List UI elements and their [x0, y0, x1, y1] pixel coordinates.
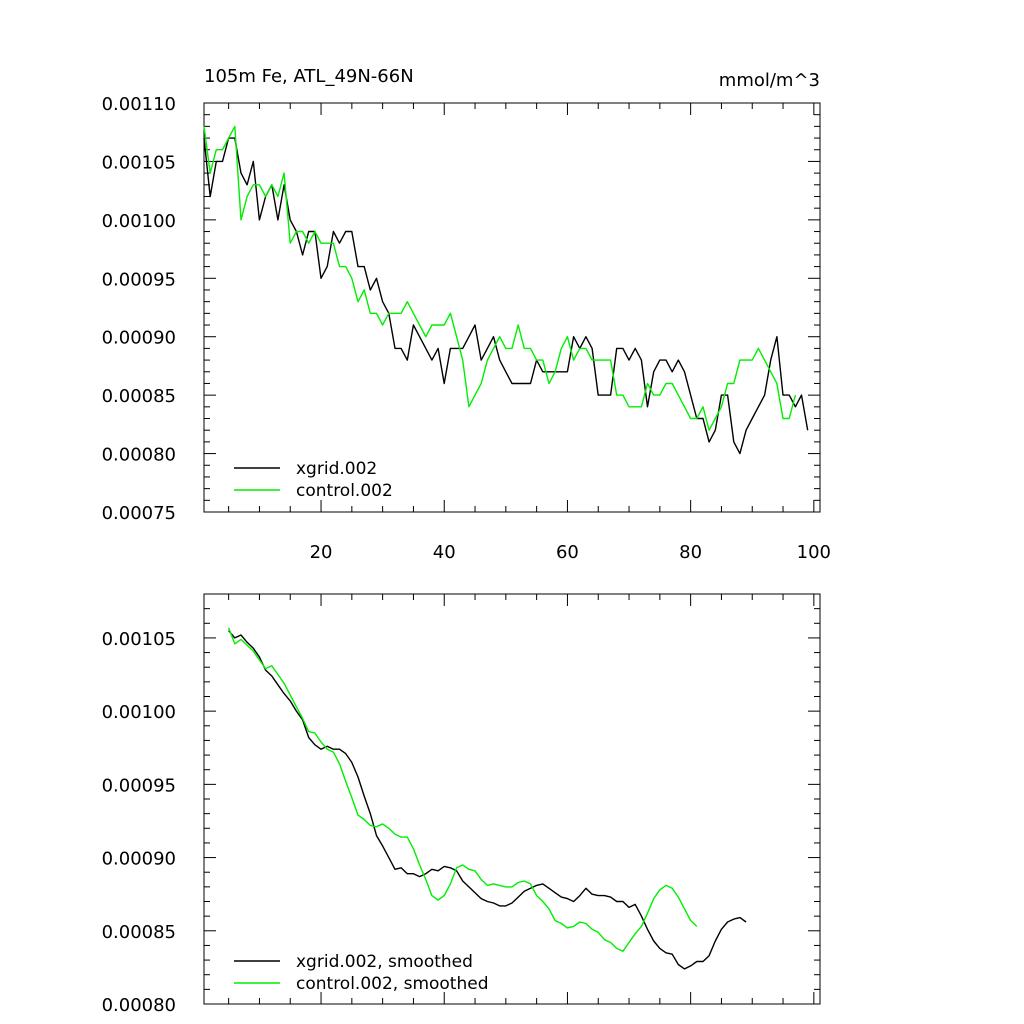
bottom-legend-label-control: control.002, smoothed	[296, 974, 489, 994]
top-legend: xgrid.002 control.002	[234, 459, 393, 501]
bottom-series-line-xgrid	[228, 630, 747, 970]
top-y-tick-label: 0.00075	[102, 503, 176, 524]
bottom-x-axis	[228, 594, 815, 1004]
top-series-line-xgrid	[203, 137, 809, 455]
top-chart-panel: 105m Fe, ATL_49N-66N mmol/m^3 0.000750.0…	[102, 66, 831, 563]
bottom-y-tick-label: 0.00090	[102, 849, 176, 870]
top-legend-label-xgrid: xgrid.002	[296, 459, 377, 479]
bottom-series-group	[227, 627, 747, 970]
bottom-y-tick-label: 0.00080	[102, 995, 176, 1016]
bottom-legend: xgrid.002, smoothed control.002, smoothe…	[234, 952, 489, 994]
top-legend-label-control: control.002	[296, 481, 393, 501]
bottom-y-tick-label: 0.00095	[102, 775, 176, 796]
bottom-legend-label-xgrid: xgrid.002, smoothed	[296, 952, 473, 972]
bottom-plot-frame	[203, 593, 821, 1005]
top-x-axis: 20 40 60 80 100	[228, 103, 831, 563]
bottom-y-tick-label: 0.00085	[102, 922, 176, 943]
top-y-tick-label: 0.00095	[102, 269, 176, 290]
top-x-tick-label: 80	[679, 542, 702, 563]
top-x-tick-label: 100	[797, 542, 831, 563]
top-y-tick-label: 0.00100	[102, 211, 176, 232]
top-series-group	[203, 125, 809, 455]
bottom-y-tick-label: 0.00100	[102, 702, 176, 723]
top-y-tick-label: 0.00110	[102, 94, 176, 115]
bottom-series-line-control	[227, 627, 698, 952]
top-y-tick-label: 0.00080	[102, 445, 176, 466]
top-y-tick-label: 0.00105	[102, 152, 176, 173]
top-x-tick-label: 20	[310, 542, 333, 563]
top-x-tick-label: 60	[556, 542, 579, 563]
top-y-axis: 0.00075 0.00080 0.00085 0.00090 0.00095 0.001…	[102, 94, 820, 524]
top-x-tick-label: 40	[433, 542, 456, 563]
top-plot-frame	[203, 102, 821, 513]
top-series-line-control	[203, 125, 797, 431]
top-y-tick-label: 0.00085	[102, 386, 176, 407]
bottom-y-axis: 0.00080 0.00085 0.00090 0.00095 0.00100 0.001…	[102, 593, 820, 1016]
top-y-tick-label: 0.00090	[102, 328, 176, 349]
top-chart-units: mmol/m^3	[719, 70, 820, 91]
bottom-y-tick-label: 0.00105	[102, 629, 176, 650]
bottom-chart-panel: 0.00080 0.00085 0.00090 0.00095 0.00100 0.001…	[102, 593, 821, 1016]
top-chart-title: 105m Fe, ATL_49N-66N	[204, 66, 414, 87]
